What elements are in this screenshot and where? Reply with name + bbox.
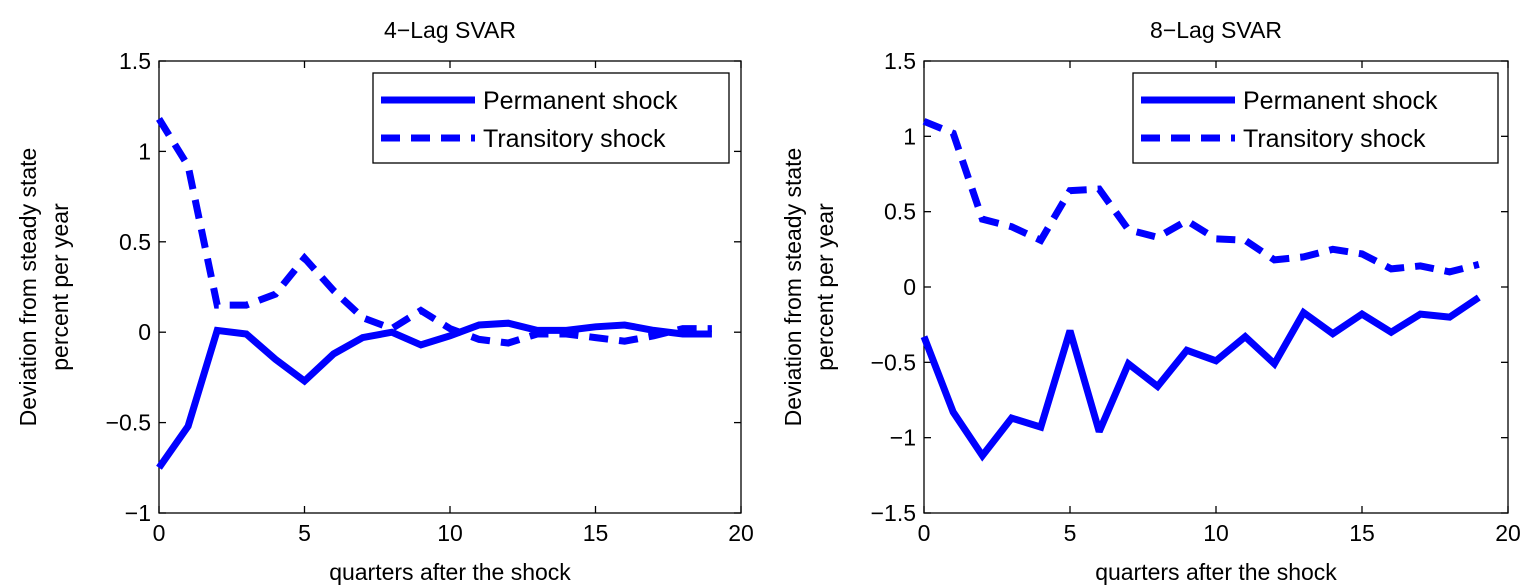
- legend: Permanent shock Transitory shock: [372, 72, 730, 164]
- series-line-transitory-shock: [156, 117, 712, 347]
- x-tick-label: 15: [583, 520, 609, 546]
- y-axis-label: percent per year: [47, 203, 73, 371]
- x-tick-label: 5: [1064, 520, 1077, 546]
- x-tick-label: 5: [298, 520, 311, 546]
- y-tick-label: −1: [890, 425, 916, 451]
- y-tick-label: 1.5: [119, 48, 151, 74]
- y-axis-label: Deviation from steady state: [15, 148, 41, 427]
- series-line-permanent-shock: [156, 319, 712, 470]
- x-tick-label: 0: [918, 520, 931, 546]
- y-axis-label: Deviation from steady state: [780, 148, 806, 427]
- chart-panel-2: 8−Lag SVAR 0 5 10 15 20 −1.5 −1 −0.5 0 0.5 1 1.5 quar…: [780, 17, 1521, 585]
- legend-label: Transitory shock: [1243, 125, 1426, 153]
- y-tick-label: 0: [138, 319, 151, 345]
- y-tick-label: 0.5: [119, 229, 151, 255]
- legend-box: [372, 72, 730, 164]
- x-axis-label: quarters after the shock: [1095, 559, 1337, 585]
- chart-title: 8−Lag SVAR: [1150, 17, 1282, 43]
- x-tick-label: 20: [728, 520, 754, 546]
- chart-title: 4−Lag SVAR: [384, 17, 516, 43]
- legend-box: [1132, 72, 1499, 164]
- legend-label: Transitory shock: [483, 125, 666, 153]
- y-tick-label: 1: [903, 123, 916, 149]
- legend-label: Permanent shock: [1243, 87, 1438, 115]
- x-tick-label: 20: [1495, 520, 1521, 546]
- y-tick-label: −0.5: [871, 349, 916, 375]
- x-tick-label: 10: [437, 520, 463, 546]
- legend-label: Permanent shock: [483, 87, 678, 115]
- y-tick-label: 0.5: [884, 199, 916, 225]
- legend: Permanent shock Transitory shock: [1132, 72, 1499, 164]
- x-tick-label: 0: [153, 520, 166, 546]
- y-tick-label: −0.5: [106, 410, 151, 436]
- y-tick-label: −1: [125, 500, 151, 526]
- series-line-transitory-shock: [922, 118, 1480, 276]
- y-tick-label: 1.5: [884, 48, 916, 74]
- x-axis-label: quarters after the shock: [329, 559, 571, 585]
- y-tick-label: 0: [903, 274, 916, 300]
- y-tick-label: 1: [138, 138, 151, 164]
- y-axis-label: percent per year: [812, 203, 838, 371]
- x-tick-label: 10: [1203, 520, 1229, 546]
- x-tick-label: 15: [1349, 520, 1375, 546]
- y-tick-label: −1.5: [871, 500, 916, 526]
- series-line-permanent-shock: [920, 294, 1481, 462]
- chart-panel-1: 4−Lag SVAR 0 5 10 15 20 −1 −0.5 0 0.5 1 1.5 quarters…: [15, 17, 754, 585]
